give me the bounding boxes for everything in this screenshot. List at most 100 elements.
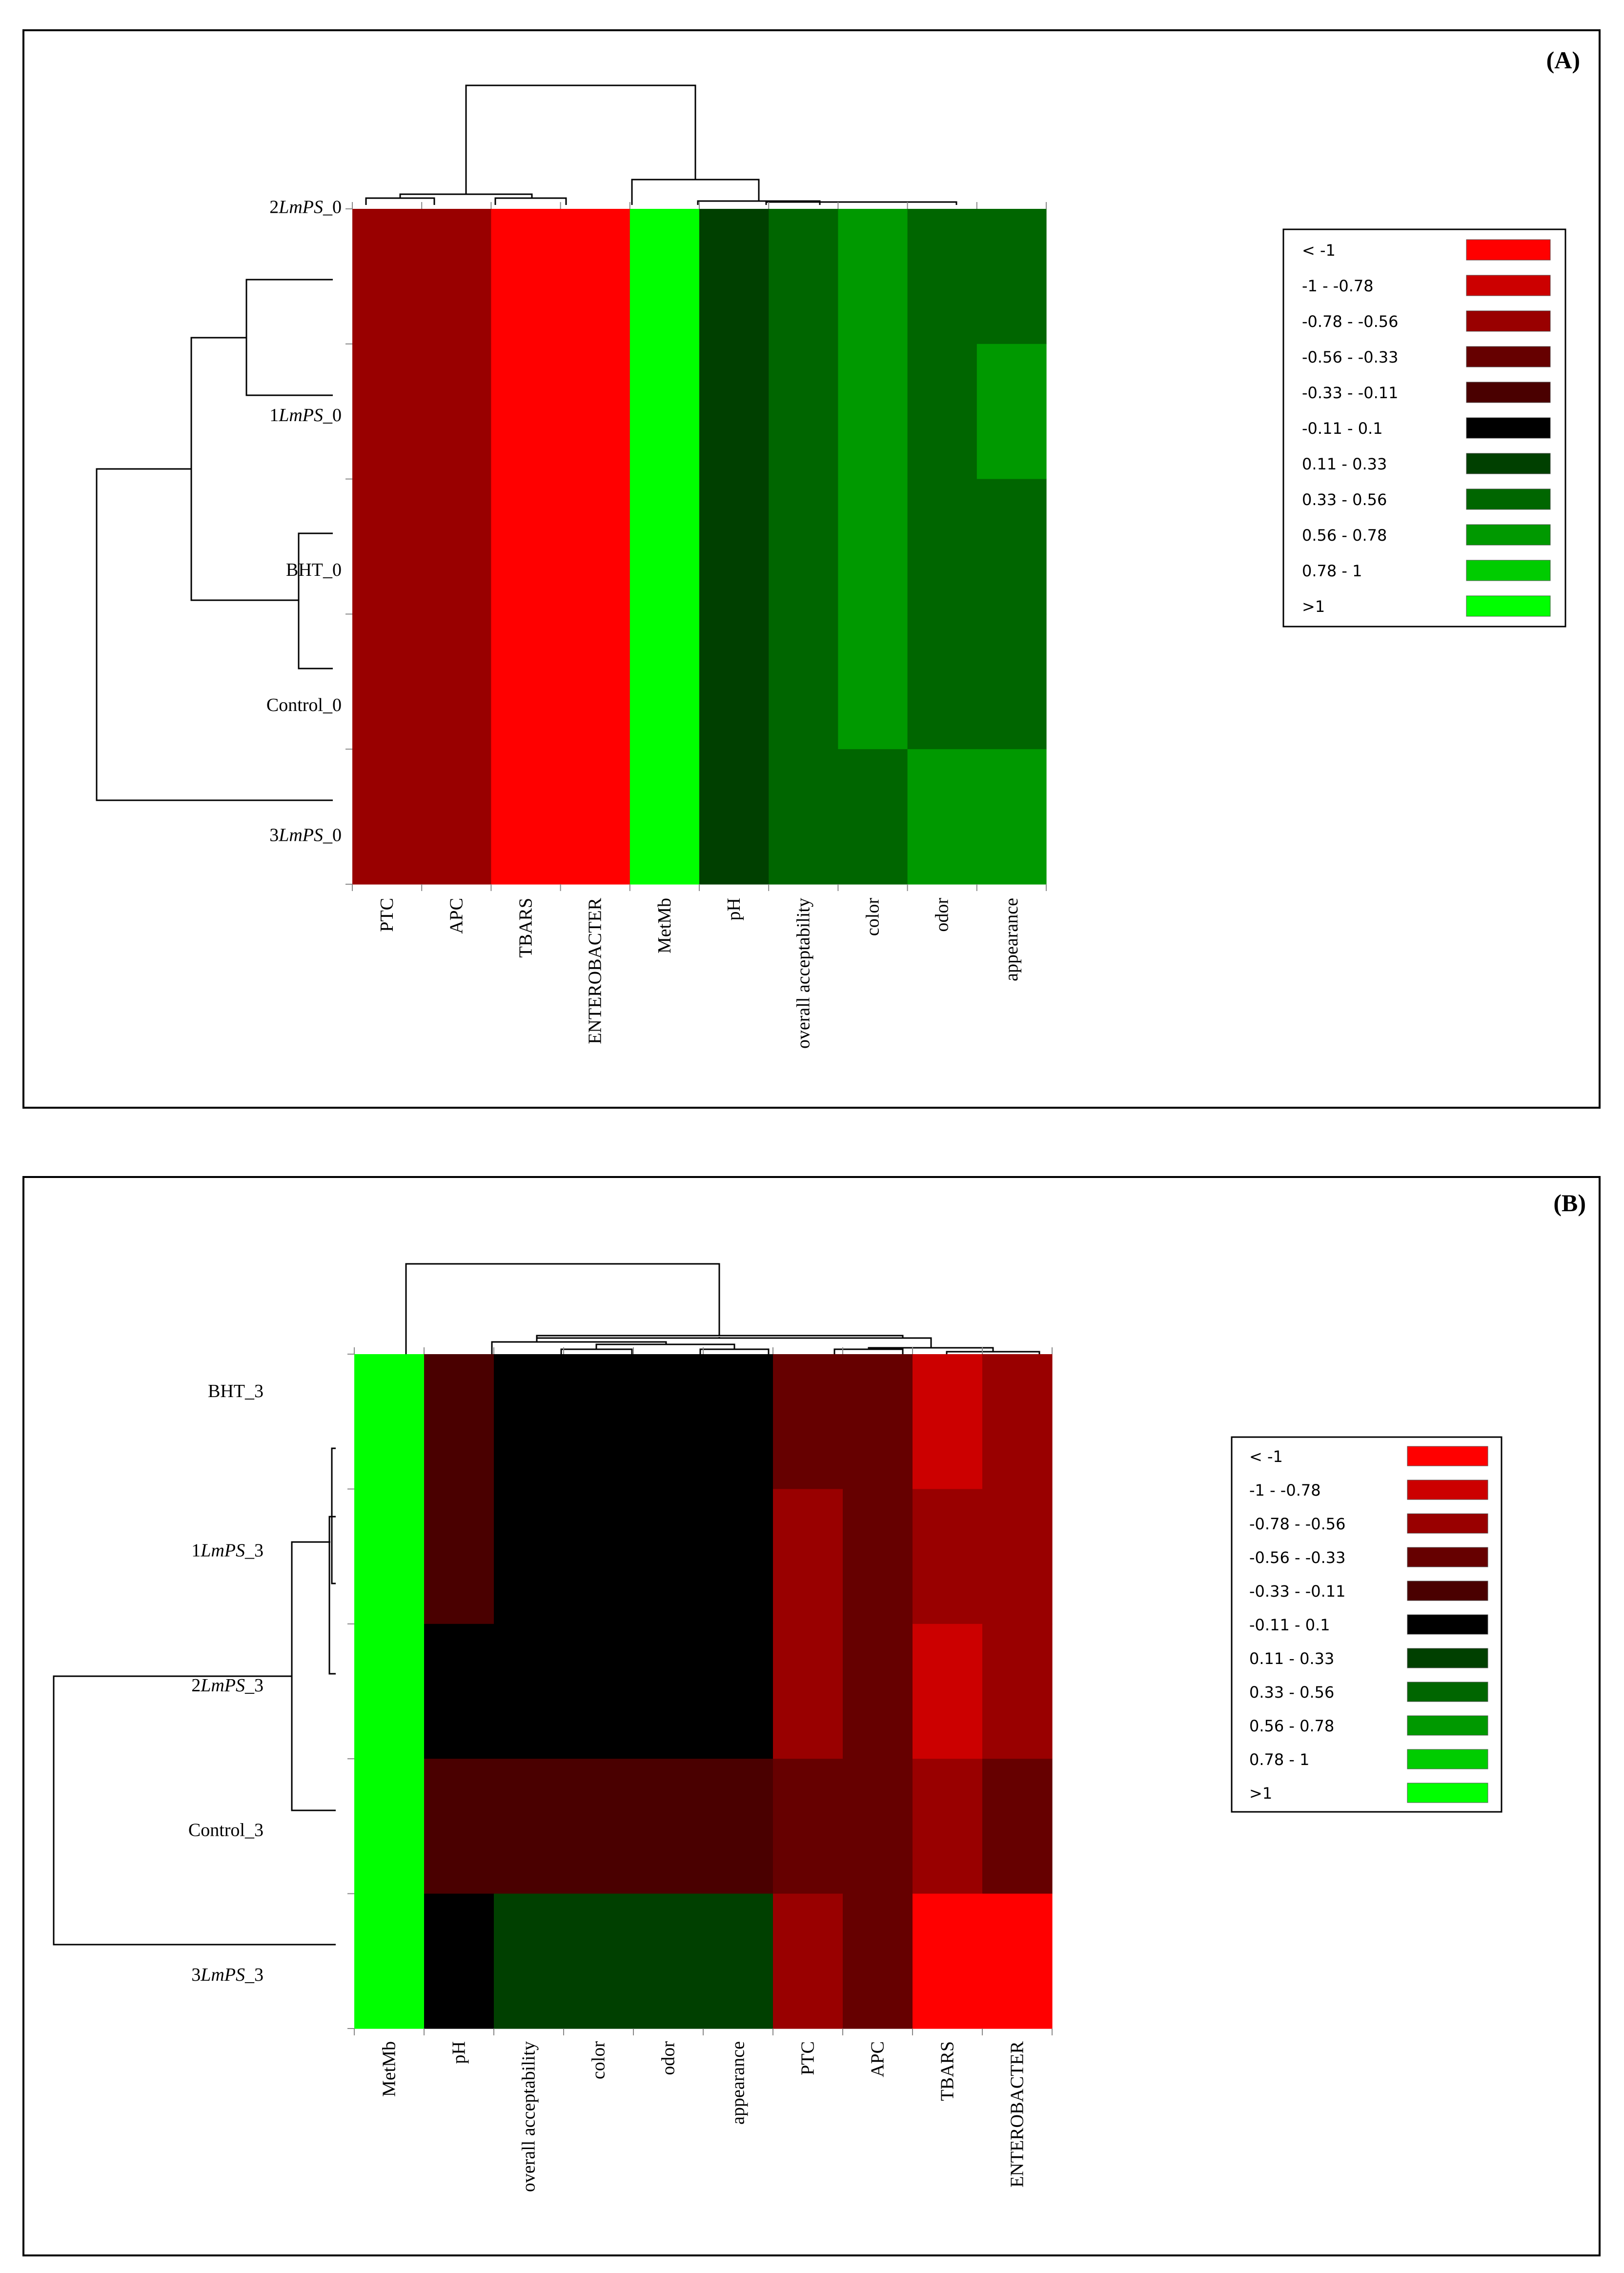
panel-b-legend-label-4: -0.56 - -0.33: [1249, 1548, 1345, 1567]
panel-b-legend-swatch-7: [1407, 1648, 1488, 1668]
panel-a-legend-frame: [1282, 228, 1566, 628]
panel-b-cell-r4-c9: [913, 1759, 983, 1894]
panel-a-legend-label-8: 0.33 - 0.56: [1302, 490, 1387, 509]
panel-a-cell-r1-c3: [491, 209, 561, 345]
panel-a-cell-r1-c4: [560, 209, 630, 345]
panel-a-cell-r5-c7: [769, 749, 838, 885]
panel-a-cell-r1-c2: [422, 209, 491, 345]
panel-a-legend: < -1 -1 - -0.78 -0.78 - -0.56 -0.56 - -0.33…: [1282, 228, 1566, 628]
panel-b-cell-r3-c8: [843, 1624, 913, 1759]
panel-a-legend-swatch-4: [1466, 346, 1551, 367]
panel-b-legend-label-5: -0.33 - -0.11: [1249, 1582, 1345, 1601]
panel-b-legend-swatch-10: [1407, 1749, 1488, 1769]
panel-a-legend-label-11: >1: [1302, 597, 1325, 616]
panel-b-legend-swatch-11: [1407, 1783, 1488, 1803]
panel-b-cell-r2-c9: [913, 1489, 983, 1624]
panel-a-row-label-3lmps-0: 3LmPS_0: [269, 825, 342, 846]
panel-a-cell-r2-c7: [769, 344, 838, 480]
panel-b-legend-label-6: -0.11 - 0.1: [1249, 1616, 1330, 1634]
panel-a-cell-r5-c8: [838, 749, 908, 885]
panel-b-cell-r1-c1: [354, 1354, 425, 1489]
panel-b-cell-r1-c4: [564, 1354, 634, 1489]
panel-a-col-label-enterobacter: ENTEROBACTER: [585, 897, 606, 1044]
panel-a-cell-r5-c3: [491, 749, 561, 885]
panel-a-cell-r3-c2: [422, 479, 491, 614]
panel-b-row-dendrogram: [53, 1447, 336, 1946]
panel-b-col-label-enterobacter: ENTEROBACTER: [1007, 2041, 1028, 2187]
panel-a-cell-r3-c9: [907, 479, 977, 614]
panel-b-frame: [22, 1176, 1601, 2256]
panel-a-row-label-bht-0: BHT_0: [286, 560, 342, 580]
panel-b-col-label-metmb: MetMb: [379, 2041, 400, 2097]
panel-a-row-label-control-0: Control_0: [266, 695, 342, 715]
panel-a-cell-r5-c10: [976, 749, 1047, 885]
panel-b-cell-r3-c4: [564, 1624, 634, 1759]
panel-a-column-labels: PTC APC TBARS ENTEROBACTER MetMb pH overall ac…: [377, 897, 1022, 1049]
panel-b-cell-r5-c9: [913, 1893, 983, 2029]
panel-b-cell-r2-c1: [354, 1489, 425, 1624]
panel-b-column-dendrogram: [405, 1263, 1040, 1354]
panel-b-legend-swatch-5: [1407, 1581, 1488, 1601]
panel-b-cell-r1-c6: [703, 1354, 773, 1489]
panel-a-row-label-2lmps-0: 2LmPS_0: [269, 197, 342, 217]
panel-a-legend-label-6: -0.11 - 0.1: [1302, 419, 1383, 438]
panel-a-col-label-metmb: MetMb: [654, 898, 675, 954]
panel-a-legend-swatch-2: [1466, 275, 1551, 296]
panel-b-cell-r4-c1: [354, 1759, 425, 1894]
panel-a-cell-r3-c7: [769, 479, 838, 614]
panel-b-cell-r4-c3: [494, 1759, 564, 1894]
panel-a-col-label-overall-acceptability: overall acceptability: [793, 898, 813, 1049]
panel-b-legend-label-11: >1: [1249, 1784, 1272, 1803]
panel-b-legend-swatch-1: [1407, 1446, 1488, 1466]
panel-b-cell-r3-c2: [424, 1624, 494, 1759]
panel-b-legend-label-2: -1 - -0.78: [1249, 1481, 1321, 1500]
panel-a-cell-r2-c6: [699, 344, 769, 480]
panel-a-cell-r1-c9: [907, 209, 977, 345]
panel-a-cell-r2-c2: [422, 344, 491, 480]
panel-a-heatmap: [345, 202, 1047, 891]
panel-a-cell-r1-c8: [838, 209, 908, 345]
panel-b-cell-r5-c7: [773, 1893, 843, 2029]
panel-b-col-label-appearance: appearance: [728, 2041, 749, 2125]
panel-a-cell-r5-c1: [352, 749, 422, 885]
panel-a-cell-r5-c6: [699, 749, 769, 885]
panel-b-legend-label-1: < -1: [1249, 1447, 1283, 1466]
panel-a-col-label-apc: APC: [446, 898, 467, 934]
panel-a-legend-swatch-11: [1466, 595, 1551, 617]
panel-a-cell-r4-c5: [629, 614, 700, 750]
panel-b-cell-r3-c5: [633, 1624, 704, 1759]
panel-b-cell-r2-c4: [564, 1489, 634, 1624]
panel-b-col-label-ptc: PTC: [798, 2041, 818, 2075]
panel-b-cell-r1-c8: [843, 1354, 913, 1489]
panel-b-cell-r4-c4: [564, 1759, 634, 1894]
panel-a-col-label-appearance: appearance: [1001, 898, 1022, 981]
panel-a-row-dendrogram: [96, 279, 333, 801]
panel-a-legend-swatch-1: [1466, 239, 1551, 261]
panel-b-cell-r2-c7: [773, 1489, 843, 1624]
panel-b-legend-label-8: 0.33 - 0.56: [1249, 1683, 1334, 1702]
panel-b-col-label-ph: pH: [449, 2041, 469, 2064]
panel-a-cell-r3-c6: [699, 479, 769, 614]
panel-b-cell-r5-c2: [424, 1893, 494, 2029]
panel-b-cell-r1-c3: [494, 1354, 564, 1489]
panel-b-cell-r5-c4: [564, 1893, 634, 2029]
panel-b-column-labels: MetMb pH overall acceptability color odor app…: [379, 2041, 1028, 2192]
panel-a-cell-r4-c3: [491, 614, 561, 750]
panel-b-cell-r1-c7: [773, 1354, 843, 1489]
panel-b-cell-r5-c6: [703, 1893, 773, 2029]
panel-a-legend-swatch-7: [1466, 453, 1551, 474]
panel-a-frame: [22, 29, 1601, 1109]
panel-b-col-label-odor: odor: [658, 2041, 679, 2075]
panel-a-legend-swatch-6: [1466, 417, 1551, 439]
panel-b-cell-r2-c10: [982, 1489, 1053, 1624]
panel-a-cell-r4-c9: [907, 614, 977, 750]
panel-b-cell-r3-c6: [703, 1624, 773, 1759]
panel-b-cell-r3-c3: [494, 1624, 564, 1759]
panel-a-col-label-odor: odor: [932, 898, 953, 932]
panel-b-cell-r2-c3: [494, 1489, 564, 1624]
panel-b-legend-swatch-6: [1407, 1614, 1488, 1635]
panel-b-cell-r4-c8: [843, 1759, 913, 1894]
panel-b-cell-r2-c5: [633, 1489, 704, 1624]
panel-a-cell-r3-c5: [629, 479, 700, 614]
panel-a-cell-r2-c8: [838, 344, 908, 480]
